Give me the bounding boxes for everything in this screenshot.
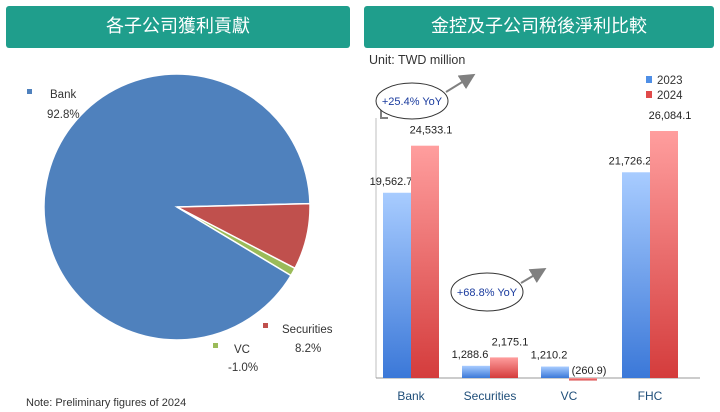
bar-securities-2023 (462, 365, 490, 378)
pie-label-vc: VC (234, 344, 250, 356)
yoy-connector-bank (380, 110, 388, 119)
category-label-securities: Securities (464, 389, 517, 403)
bar-value-securities-2024: 2,175.1 (492, 336, 529, 348)
bar-value-bank-2024: 24,533.1 (410, 125, 453, 137)
right-panel-title: 金控及子公司稅後淨利比較 (364, 6, 714, 48)
vc-legend-marker (213, 343, 218, 348)
bar-value-vc-2024: (260.9) (572, 365, 607, 377)
bar-vc-2023 (541, 366, 569, 378)
legend-marker-2023 (646, 76, 652, 83)
pie-label-bank: Bank (50, 89, 76, 101)
category-label-bank: Bank (397, 389, 425, 403)
pie-value-vc: -1.0% (228, 362, 258, 374)
bar-bank-2023 (383, 192, 411, 378)
bar-value-fhc-2024: 26,084.1 (649, 110, 692, 122)
bar-fhc-2024 (650, 131, 678, 378)
unit-label: Unit: TWD million (369, 53, 465, 67)
yoy-bubble-securities (450, 272, 524, 312)
securities-legend-marker (263, 323, 268, 328)
legend-label-2024: 2024 (657, 90, 683, 102)
pie-slice-vc (176, 206, 297, 277)
category-label-vc: VC (561, 389, 578, 403)
yoy-text-bank: +25.4% YoY (382, 96, 443, 108)
footnote: Note: Preliminary figures of 2024 (26, 397, 186, 409)
bar-securities-2024 (490, 357, 518, 378)
bar-value-vc-2023: 1,210.2 (531, 350, 568, 362)
bar-bank-2024 (411, 145, 439, 378)
pie-chart (43, 73, 311, 341)
pie-value-securities: 8.2% (295, 343, 321, 355)
pie-label-securities: Securities (282, 324, 333, 336)
legend-marker-2024 (646, 91, 652, 98)
bar-vc-2024 (569, 378, 597, 381)
left-panel-title: 各子公司獲利貢獻 (6, 6, 350, 48)
yoy-bubble-bank (375, 82, 449, 120)
category-label-fhc: FHC (638, 389, 663, 403)
bar-value-bank-2023: 19,562.7 (370, 176, 413, 188)
bar-chart: 19,562.7 24,533.1 Bank 1,288.62,175.1 Securi… (370, 110, 692, 403)
pie-value-bank: 92.8% (47, 109, 80, 121)
yoy-arrow-bank (445, 73, 476, 93)
legend-label-2023: 2023 (657, 75, 683, 87)
yoy-arrow-securities (520, 267, 547, 284)
bar-value-fhc-2023: 21,726.2 (609, 155, 652, 167)
bank-legend-marker (27, 89, 32, 94)
bar-fhc-2023 (622, 172, 650, 378)
bar-value-securities-2023: 1,288.6 (452, 349, 489, 361)
yoy-text-securities: +68.8% YoY (457, 287, 518, 299)
